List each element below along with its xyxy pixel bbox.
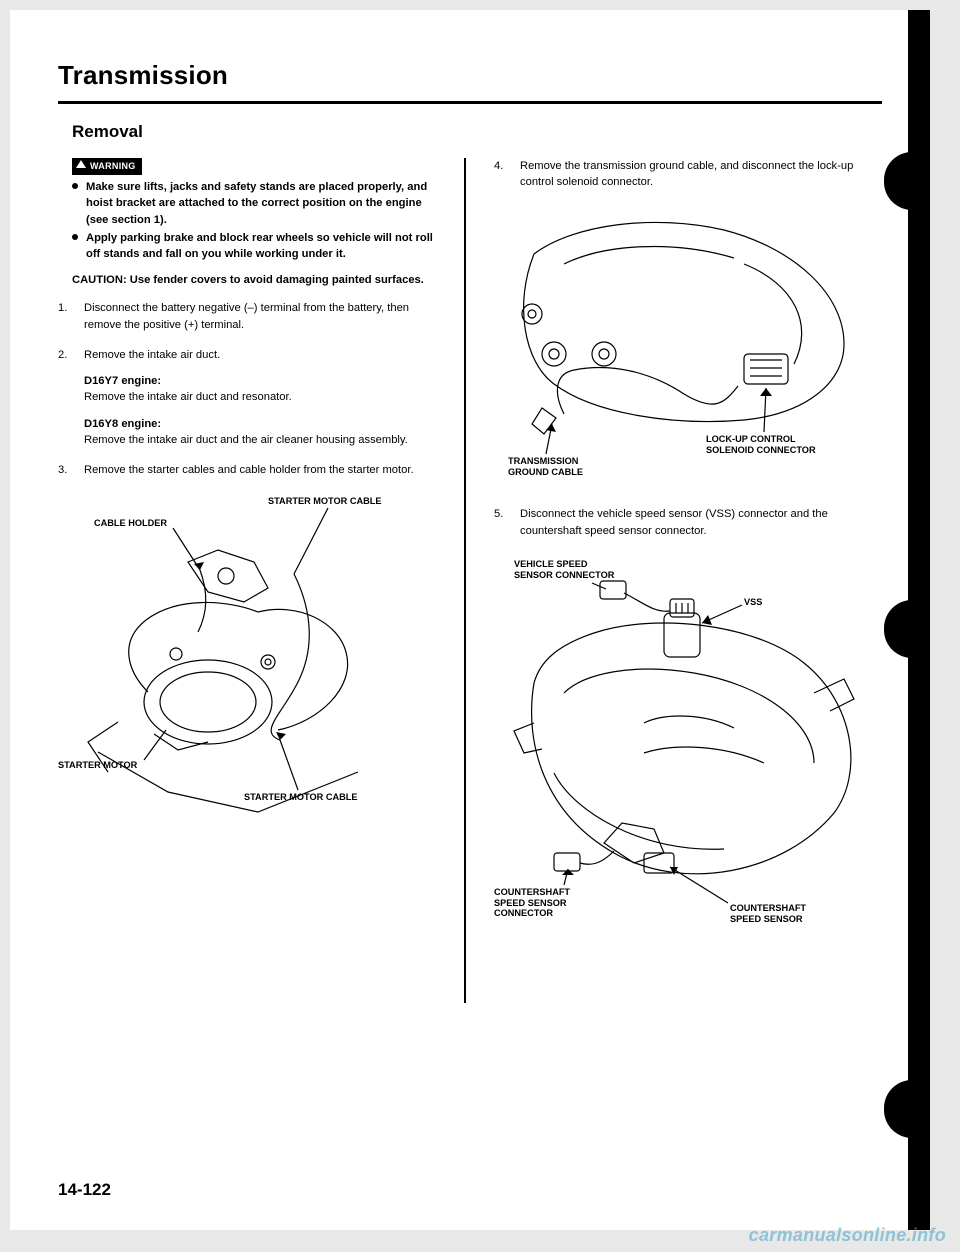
figure-ground-cable: TRANSMISSION GROUND CABLE LOCK-UP CONTRO…	[494, 204, 882, 494]
step-2: Remove the intake air duct. D16Y7 engine…	[58, 347, 446, 448]
page: Transmission Removal WARNING Make sure l…	[10, 10, 930, 1230]
caution: CAUTION: Use fender covers to avoid dama…	[72, 272, 446, 288]
column-divider	[464, 158, 466, 1003]
step-list-right-2: Disconnect the vehicle speed sensor (VSS…	[494, 506, 882, 538]
caution-lead: CAUTION:	[72, 274, 127, 286]
engine-title: D16Y8 engine:	[84, 416, 446, 432]
label-trans-ground: TRANSMISSION GROUND CABLE	[508, 456, 583, 477]
step-list-left: Disconnect the battery negative (–) term…	[58, 300, 446, 478]
label-cs-connector: COUNTERSHAFT SPEED SENSOR CONNECTOR	[494, 887, 570, 919]
figure-vss-svg	[494, 553, 874, 943]
figure-ground-svg	[494, 204, 874, 494]
thumb-tab	[884, 1080, 930, 1138]
label-starter-cable-bottom: STARTER MOTOR CABLE	[244, 792, 357, 803]
engine-body: Remove the intake air duct and resonator…	[84, 389, 446, 405]
engine-title: D16Y7 engine:	[84, 373, 446, 389]
label-cable-holder: CABLE HOLDER	[94, 518, 167, 529]
label-starter-motor: STARTER MOTOR	[58, 760, 137, 771]
label-cs-sensor: COUNTERSHAFT SPEED SENSOR	[730, 903, 806, 924]
thumb-tab	[884, 600, 930, 658]
section-title: Removal	[72, 122, 882, 142]
label-starter-cable-top: STARTER MOTOR CABLE	[268, 496, 381, 507]
step-2-text: Remove the intake air duct.	[84, 349, 220, 361]
left-column: WARNING Make sure lifts, jacks and safet…	[58, 158, 452, 943]
warning-item: Apply parking brake and block rear wheel…	[72, 230, 446, 262]
label-lockup: LOCK-UP CONTROL SOLENOID CONNECTOR	[706, 434, 816, 455]
step-5: Disconnect the vehicle speed sensor (VSS…	[494, 506, 882, 538]
label-vss-connector: VEHICLE SPEED SENSOR CONNECTOR	[514, 559, 614, 580]
figure-starter: CABLE HOLDER STARTER MOTOR CABLE STARTER…	[58, 492, 446, 822]
step-3: Remove the starter cables and cable hold…	[58, 462, 446, 478]
warning-list: Make sure lifts, jacks and safety stands…	[72, 179, 446, 262]
page-number: 14-122	[58, 1180, 111, 1200]
engine-block: D16Y7 engine: Remove the intake air duct…	[84, 373, 446, 405]
rule	[58, 101, 882, 104]
chapter-title: Transmission	[58, 60, 882, 91]
warning-item: Make sure lifts, jacks and safety stands…	[72, 179, 446, 228]
step-1: Disconnect the battery negative (–) term…	[58, 300, 446, 332]
figure-vss: VEHICLE SPEED SENSOR CONNECTOR VSS COUNT…	[494, 553, 882, 943]
watermark: carmanualsonline.info	[749, 1225, 946, 1246]
thumb-tab	[884, 152, 930, 210]
figure-starter-svg	[58, 492, 438, 822]
step-list-right: Remove the transmission ground cable, an…	[494, 158, 882, 190]
label-vss: VSS	[744, 597, 762, 608]
engine-block: D16Y8 engine: Remove the intake air duct…	[84, 416, 446, 448]
warning-badge: WARNING	[72, 158, 142, 175]
step-4: Remove the transmission ground cable, an…	[494, 158, 882, 190]
two-column-layout: WARNING Make sure lifts, jacks and safet…	[58, 158, 882, 943]
caution-text: Use fender covers to avoid damaging pain…	[130, 274, 424, 286]
right-column: Remove the transmission ground cable, an…	[476, 158, 882, 943]
engine-body: Remove the intake air duct and the air c…	[84, 432, 446, 448]
